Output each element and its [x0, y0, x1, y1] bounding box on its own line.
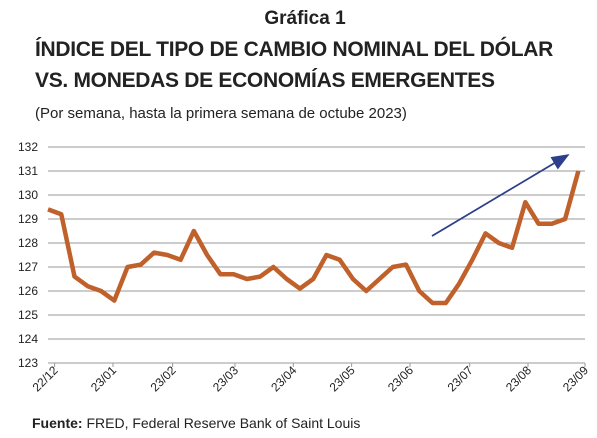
y-tick-label: 131 — [18, 164, 38, 178]
chart-subtitle: (Por semana, hasta la primera semana de … — [35, 105, 407, 122]
x-tick-label: 23/01 — [88, 363, 119, 394]
y-tick-label: 125 — [18, 308, 38, 322]
chart-subtitle-line: VS. MONEDAS DE ECONOMÍAS EMERGENTES — [35, 69, 495, 92]
y-tick-label: 130 — [18, 188, 38, 202]
x-tick-label: 23/04 — [268, 363, 299, 394]
x-tick-label: 23/03 — [210, 363, 241, 394]
x-tick-label: 23/05 — [327, 363, 358, 394]
chart-subtitle-line: ÍNDICE DEL TIPO DE CAMBIO NOMINAL DEL DÓ… — [35, 37, 553, 61]
line — [47, 170, 581, 306]
x-tick-label: 23/07 — [445, 363, 476, 394]
y-tick-label: 127 — [18, 260, 38, 274]
x-tick-label: 23/09 — [560, 363, 591, 394]
source-text: FRED, Federal Reserve Bank of Saint Loui… — [86, 415, 360, 431]
y-tick-label: 128 — [18, 236, 38, 250]
y-tick-label: 129 — [18, 212, 38, 226]
x-tick-label: 23/06 — [385, 363, 416, 394]
source: Fuente: FRED, Federal Reserve Bank of Sa… — [32, 415, 360, 431]
x-tick-label: 23/02 — [148, 363, 179, 394]
y-tick-label: 124 — [18, 332, 38, 346]
y-tick-label: 123 — [18, 356, 38, 370]
x-tick-label: 23/08 — [503, 363, 534, 394]
source-label: Fuente: — [32, 415, 83, 431]
plot — [47, 170, 581, 306]
y-tick-label: 126 — [18, 284, 38, 298]
trend-arrow — [431, 154, 570, 237]
y-tick-label: 132 — [18, 140, 38, 154]
chart-title: Gráfica 1 — [264, 8, 346, 29]
